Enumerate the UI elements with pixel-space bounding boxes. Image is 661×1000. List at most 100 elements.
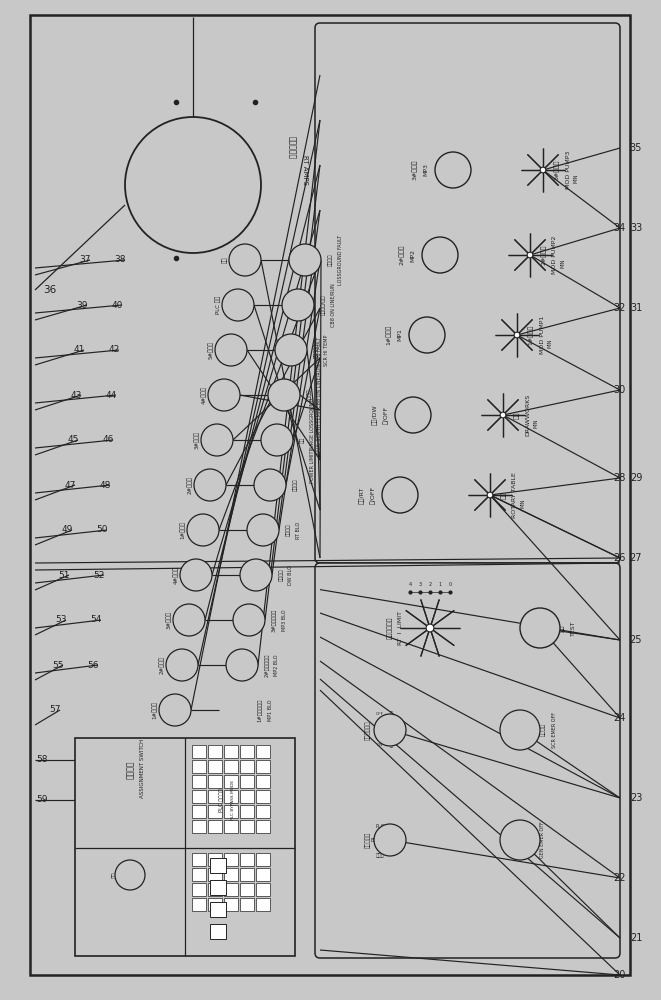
Bar bbox=[240, 820, 254, 833]
Text: 3#泥浆泵: 3#泥浆泵 bbox=[554, 160, 560, 180]
Circle shape bbox=[268, 379, 300, 411]
Text: 46: 46 bbox=[102, 436, 114, 444]
Text: DRAWWORKS: DRAWWORKS bbox=[525, 394, 531, 436]
Circle shape bbox=[514, 332, 520, 338]
Text: 电控箱温度: 电控箱温度 bbox=[313, 342, 319, 358]
Bar bbox=[208, 883, 222, 896]
Text: 插配开关: 插配开关 bbox=[126, 761, 134, 779]
Bar bbox=[208, 760, 222, 773]
Text: 发电机: 发电机 bbox=[375, 854, 384, 858]
Circle shape bbox=[201, 424, 233, 456]
Text: 32: 32 bbox=[613, 303, 625, 313]
Bar bbox=[256, 760, 270, 773]
Text: RT BLO: RT BLO bbox=[295, 521, 301, 539]
Circle shape bbox=[500, 710, 540, 750]
Text: POWER LIMITPURGE LOSSGROUND: POWER LIMITPURGE LOSSGROUND bbox=[309, 397, 315, 483]
Text: OFF: OFF bbox=[376, 712, 384, 716]
Text: 馈电检测: 馈电检测 bbox=[307, 389, 311, 401]
Bar bbox=[240, 775, 254, 788]
Text: ECB: ECB bbox=[377, 725, 381, 735]
Text: 1#发电机: 1#发电机 bbox=[152, 701, 158, 719]
Text: 开: 开 bbox=[452, 163, 458, 167]
Text: 0: 0 bbox=[448, 582, 451, 587]
Circle shape bbox=[282, 289, 314, 321]
Text: RT  I  LIMIT: RT I LIMIT bbox=[399, 611, 403, 645]
Circle shape bbox=[540, 167, 546, 173]
Text: MP3 BLO: MP3 BLO bbox=[282, 609, 286, 631]
Bar bbox=[192, 805, 206, 818]
Text: 2#泥浆泵: 2#泥浆泵 bbox=[541, 245, 547, 265]
Text: 1#整流器: 1#整流器 bbox=[180, 521, 186, 539]
Text: 发电机急停: 发电机急停 bbox=[366, 832, 371, 848]
Text: 关/OFF: 关/OFF bbox=[370, 486, 376, 504]
Text: MP2 BLO: MP2 BLO bbox=[274, 654, 280, 676]
Bar bbox=[240, 883, 254, 896]
Text: MOD PUMP1: MOD PUMP1 bbox=[539, 316, 545, 354]
Circle shape bbox=[233, 604, 265, 636]
Text: 4#发电机: 4#发电机 bbox=[173, 566, 178, 584]
Text: TEST: TEST bbox=[570, 620, 576, 636]
Circle shape bbox=[374, 824, 406, 856]
Bar bbox=[224, 760, 238, 773]
Text: 开: 开 bbox=[412, 408, 418, 412]
Bar bbox=[192, 868, 206, 881]
Text: 25: 25 bbox=[630, 635, 642, 645]
Circle shape bbox=[229, 244, 261, 276]
Text: 2#泥浆泵风机: 2#泥浆泵风机 bbox=[264, 653, 270, 677]
Text: 3#泥浆泵风机: 3#泥浆泵风机 bbox=[272, 608, 276, 632]
Bar bbox=[208, 868, 222, 881]
Text: ASSIGNMENT SWITCH: ASSIGNMENT SWITCH bbox=[141, 738, 145, 798]
Text: 绞车: 绞车 bbox=[514, 411, 520, 419]
Text: GEN1: GEN1 bbox=[163, 702, 169, 718]
Text: MIN: MIN bbox=[561, 258, 566, 268]
Text: 51: 51 bbox=[58, 570, 70, 580]
Text: 关/OFF: 关/OFF bbox=[383, 406, 389, 424]
Text: ON: ON bbox=[440, 258, 444, 266]
Text: 26: 26 bbox=[613, 553, 625, 563]
Text: PLC: PLC bbox=[375, 824, 385, 828]
Text: 47: 47 bbox=[64, 481, 76, 489]
Text: 56: 56 bbox=[87, 660, 98, 670]
Bar bbox=[208, 853, 222, 866]
Circle shape bbox=[222, 289, 254, 321]
Text: 36: 36 bbox=[44, 285, 57, 295]
Text: 关: 关 bbox=[400, 408, 406, 412]
Bar bbox=[256, 868, 270, 881]
Circle shape bbox=[395, 397, 431, 433]
Text: 3#泥浆泵: 3#泥浆泵 bbox=[412, 160, 418, 180]
Bar bbox=[240, 760, 254, 773]
Bar bbox=[75, 738, 295, 956]
Text: 关: 关 bbox=[427, 248, 433, 252]
Text: SCR2: SCR2 bbox=[198, 478, 204, 492]
Text: MP1: MP1 bbox=[397, 329, 403, 341]
Text: 开: 开 bbox=[426, 328, 432, 332]
Text: 29: 29 bbox=[630, 473, 642, 483]
Text: MOD PUMP3: MOD PUMP3 bbox=[566, 151, 570, 189]
Text: 58: 58 bbox=[36, 756, 48, 764]
Circle shape bbox=[187, 514, 219, 546]
Text: 38: 38 bbox=[114, 255, 126, 264]
Text: OFF: OFF bbox=[414, 338, 420, 348]
Circle shape bbox=[289, 244, 321, 276]
Text: 3#整流器: 3#整流器 bbox=[194, 431, 200, 449]
Text: 35: 35 bbox=[630, 143, 642, 153]
Circle shape bbox=[527, 252, 533, 258]
Text: 41: 41 bbox=[73, 346, 85, 355]
Text: PLC 调速模式: PLC 调速模式 bbox=[219, 788, 225, 812]
Circle shape bbox=[166, 649, 198, 681]
Circle shape bbox=[422, 237, 458, 273]
Circle shape bbox=[208, 379, 240, 411]
Text: 45: 45 bbox=[67, 436, 79, 444]
Bar bbox=[256, 745, 270, 758]
Text: 22: 22 bbox=[613, 873, 625, 883]
Text: 54: 54 bbox=[91, 615, 102, 624]
Text: ON: ON bbox=[412, 418, 418, 426]
Circle shape bbox=[215, 334, 247, 366]
Text: FAUL SCR HI TEMP CB8 ON LINE/RUN/CB8 FAULT: FAUL SCR HI TEMP CB8 ON LINE/RUN/CB8 FAU… bbox=[317, 336, 321, 454]
Text: 关: 关 bbox=[387, 488, 393, 492]
Text: 绞车风机: 绞车风机 bbox=[278, 569, 284, 581]
Text: PLC BYPASS MODE: PLC BYPASS MODE bbox=[231, 780, 235, 820]
Text: 48: 48 bbox=[99, 481, 110, 489]
Text: 2#泥浆泵: 2#泥浆泵 bbox=[399, 245, 405, 265]
Circle shape bbox=[115, 860, 145, 890]
